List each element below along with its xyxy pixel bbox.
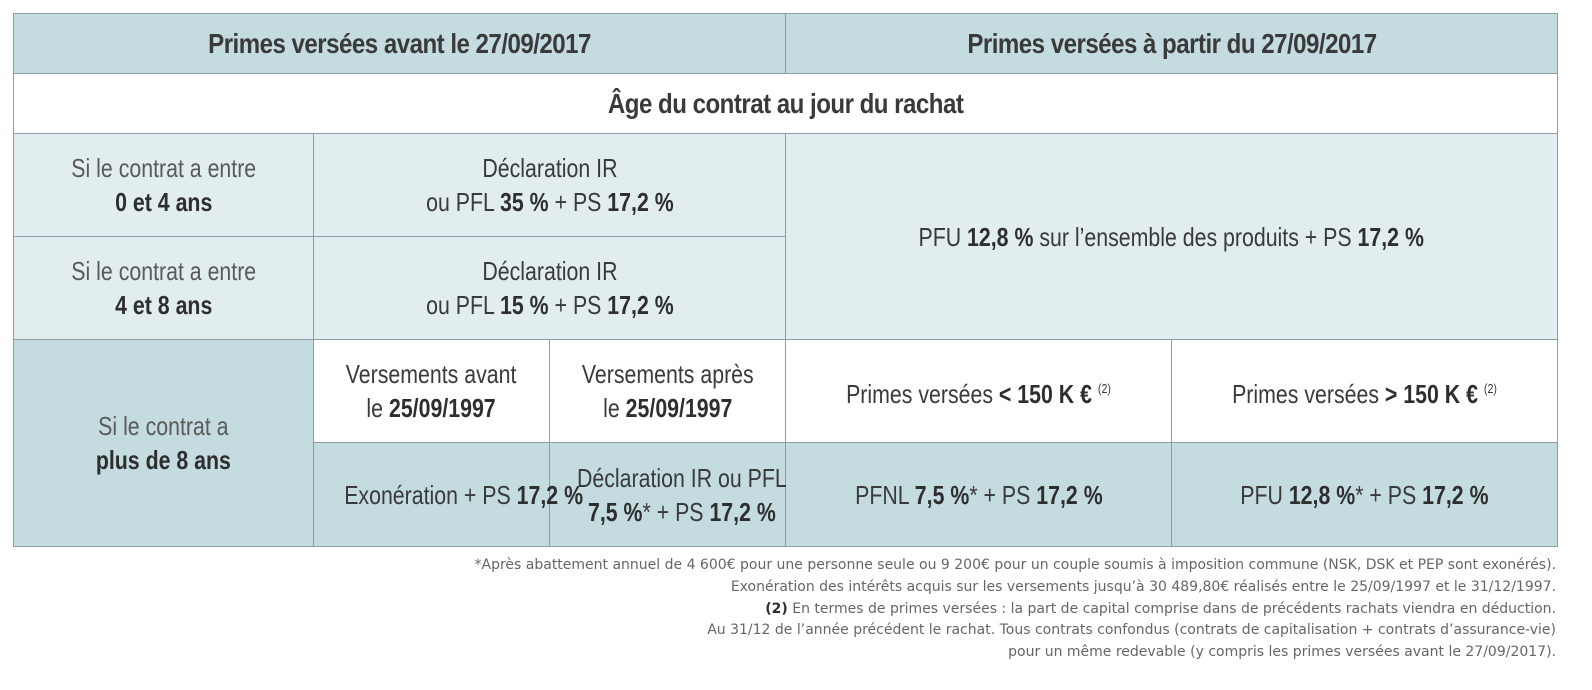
- ps-rate: 17,2 %: [709, 496, 776, 527]
- pfu-cell: PFU 12,8 % sur l’ensemble des produits +…: [784, 133, 1559, 340]
- footnote-2: Exonération des intérêts acquis sur les …: [730, 578, 1556, 595]
- pfnl-rate: 7,5 %: [914, 479, 969, 510]
- footnote-3-text: En termes de primes versées : la part de…: [787, 600, 1556, 617]
- declaration-cell: Déclaration IR ou PFL 7,5 %* + PS 17,2 %: [549, 442, 787, 547]
- footnote-ref: (2): [1483, 380, 1497, 396]
- row-label-text: Si le contrat a: [98, 411, 229, 441]
- row-label-years: plus de 8 ans: [95, 445, 232, 475]
- pfu-text: sur l’ensemble des produits + PS: [1033, 221, 1358, 252]
- age-row-label: Âge du contrat au jour du rachat: [607, 87, 964, 119]
- ps-rate: 17,2 %: [516, 479, 584, 510]
- versements-text: le: [602, 393, 626, 423]
- primes-threshold: < 150 K €: [998, 378, 1092, 409]
- header-before-label: Primes versées avant le 27/09/2017: [208, 27, 591, 59]
- rate-pfl: 35 %: [499, 187, 549, 217]
- versements-text: le: [366, 393, 390, 423]
- header-after: Primes versées à partir du 27/09/2017: [784, 13, 1559, 74]
- row-4-8-rate: Déclaration IR ou PFL 15 % + PS 17,2 %: [313, 236, 786, 340]
- footnote-4: Au 31/12 de l’année précédent le rachat.…: [707, 622, 1556, 639]
- rate-text: ou PFL: [425, 187, 500, 217]
- pfu-text: PFU: [918, 221, 968, 252]
- rate-ps: 17,2 %: [606, 187, 674, 217]
- versements-date: 25/09/1997: [389, 393, 497, 423]
- row-0-4-label: Si le contrat a entre 0 et 4 ans: [13, 133, 314, 237]
- row-8plus-label: Si le contrat a plus de 8 ans: [13, 339, 314, 547]
- header-after-label: Primes versées à partir du 27/09/2017: [966, 27, 1377, 59]
- pfu-over-cell: PFU 12,8 %* + PS 17,2 %: [1170, 442, 1559, 547]
- pfu-text: * + PS: [1355, 479, 1423, 510]
- footnotes: *Après abattement annuel de 4 600€ pour …: [356, 555, 1557, 664]
- versements-text: Versements avant: [346, 359, 517, 389]
- pfnl-text: * + PS: [968, 479, 1036, 510]
- footnote-1: *Après abattement annuel de 4 600€ pour …: [474, 557, 1557, 573]
- rate-line-1: Déclaration IR: [481, 256, 618, 286]
- pfu-rate: 12,8 %: [1288, 479, 1356, 510]
- exoneration-cell: Exonération + PS 17,2 %: [313, 442, 583, 547]
- primes-threshold: > 150 K €: [1384, 378, 1478, 409]
- rate-text: + PS: [548, 187, 607, 217]
- exo-text: Exonération + PS: [344, 479, 517, 510]
- row-label-years: 4 et 8 ans: [114, 290, 213, 320]
- footnote-5: pour un même redevable (y compris les pr…: [1008, 644, 1556, 661]
- pfnl-cell: PFNL 7,5 %* + PS 17,2 %: [785, 442, 1172, 547]
- footnote-ref: (2): [1097, 380, 1111, 396]
- rate-pfl: 15 %: [499, 290, 549, 320]
- row-label-text: Si le contrat a entre: [71, 256, 256, 286]
- row-label-text: Si le contrat a entre: [71, 153, 256, 183]
- age-row: Âge du contrat au jour du rachat: [12, 73, 1559, 134]
- versements-text: Versements après: [581, 359, 754, 389]
- ps-rate: 17,2 %: [1422, 479, 1489, 510]
- declaration-text: Déclaration IR ou PFL: [577, 462, 787, 493]
- versements-apres: Versements après le 25/09/1997: [549, 339, 786, 443]
- footnote-3: (2) En termes de primes versées : la par…: [356, 599, 1556, 621]
- primes-text: Primes versées: [846, 378, 999, 409]
- row-0-4-rate: Déclaration IR ou PFL 35 % + PS 17,2 %: [313, 133, 786, 237]
- primes-less-150k: Primes versées < 150 K € (2): [785, 339, 1172, 443]
- row-label-years: 0 et 4 ans: [114, 187, 213, 217]
- header-before: Primes versées avant le 27/09/2017: [13, 13, 786, 74]
- ps-rate: 17,2 %: [1357, 221, 1425, 252]
- tax-table: Primes versées avant le 27/09/2017 Prime…: [12, 13, 1559, 547]
- pfu-rate: 12,8 %: [967, 221, 1034, 252]
- rate-ps: 17,2 %: [606, 290, 674, 320]
- footnote-3-marker: (2): [765, 600, 788, 617]
- rate-text: ou PFL: [425, 290, 500, 320]
- primes-text: Primes versées: [1232, 378, 1385, 409]
- pfu-text: PFU: [1240, 479, 1289, 510]
- ps-rate: 17,2 %: [1035, 479, 1103, 510]
- rate-line-1: Déclaration IR: [481, 153, 618, 183]
- pfl-rate: 7,5 %: [587, 496, 643, 527]
- row-4-8-label: Si le contrat a entre 4 et 8 ans: [13, 236, 314, 340]
- rate-text: + PS: [548, 290, 607, 320]
- declaration-text: * + PS: [642, 496, 710, 527]
- versements-avant: Versements avant le 25/09/1997: [313, 339, 550, 443]
- pfnl-text: PFNL: [854, 479, 915, 510]
- primes-more-150k: Primes versées > 150 K € (2): [1170, 339, 1559, 443]
- versements-date: 25/09/1997: [625, 393, 733, 423]
